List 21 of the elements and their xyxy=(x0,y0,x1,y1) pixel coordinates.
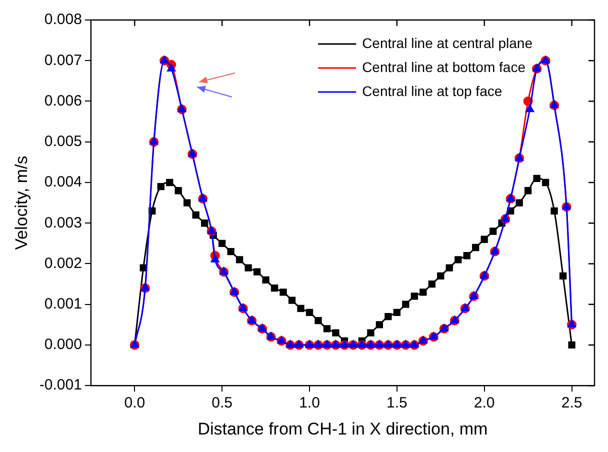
y-tick-label: 0.008 xyxy=(44,11,82,28)
y-tick-label: 0.006 xyxy=(44,92,82,110)
y-tick-label: 0.005 xyxy=(44,133,82,150)
x-tick-label: 2.5 xyxy=(561,394,582,412)
y-tick-label: 0.007 xyxy=(44,52,82,69)
legend-label: Central line at top face xyxy=(362,82,502,99)
y-tick-label: 0.000 xyxy=(44,336,82,354)
y-tick-label: 0.004 xyxy=(44,174,82,191)
y-tick-label: 0.001 xyxy=(44,295,82,312)
x-tick-label: 1.0 xyxy=(299,394,320,412)
legend-label: Central line at bottom face xyxy=(362,58,526,75)
legend-label: Central line at central plane xyxy=(362,34,533,51)
x-axis-title: Distance from CH-1 in X direction, mm xyxy=(198,419,488,438)
y-tick-label: -0.001 xyxy=(39,376,82,394)
x-tick-label: 0.5 xyxy=(212,394,232,412)
y-tick-label: 0.003 xyxy=(44,214,82,232)
x-tick-label: 1.5 xyxy=(386,394,408,412)
x-tick-label: 2.0 xyxy=(474,394,495,412)
x-tick-label: 0.0 xyxy=(124,394,146,412)
y-axis-title: Velocity, m/s xyxy=(12,156,31,250)
y-tick-label: 0.002 xyxy=(44,254,82,272)
